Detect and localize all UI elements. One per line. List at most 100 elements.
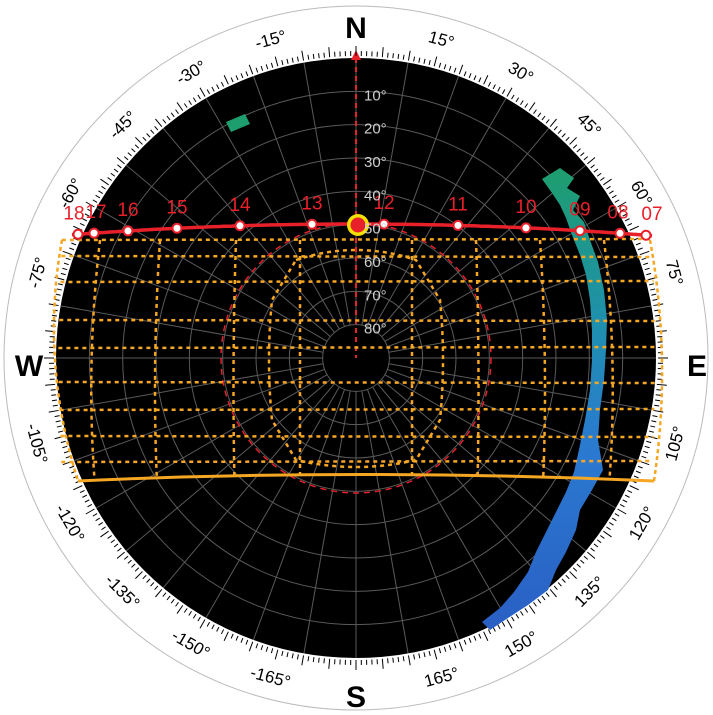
azimuth-tick (175, 602, 179, 607)
azimuth-tick (51, 320, 57, 322)
obstruction-hline (59, 407, 655, 412)
azimuth-line (381, 164, 587, 337)
azimuth-tick (51, 394, 57, 396)
azimuth-tick (511, 616, 515, 622)
azimuth-tick (230, 77, 234, 83)
azimuth-tick (392, 657, 394, 663)
shade-band-shape (482, 168, 607, 630)
azimuth-tick (622, 213, 628, 217)
azimuth-line (303, 390, 351, 654)
azimuth-line (162, 383, 335, 589)
azimuth-tick (643, 262, 649, 266)
azimuth-tick (629, 225, 639, 231)
azimuth-tick (60, 272, 66, 276)
azimuth-tick (116, 157, 125, 165)
azimuth-tick (146, 133, 151, 138)
azimuth-tick (211, 624, 215, 630)
hour-marker (72, 228, 84, 240)
azimuth-tick (301, 655, 305, 666)
azimuth-tick (624, 218, 630, 222)
azimuth-line (60, 363, 324, 411)
azimuth-tick (92, 199, 98, 203)
altitude-label: 40° (364, 187, 387, 204)
azimuth-tick (622, 499, 628, 503)
azimuth-tick (541, 595, 546, 601)
azimuth-tick (248, 64, 254, 75)
azimuth-tick (487, 81, 492, 87)
hour-marker (306, 218, 318, 230)
azimuth-tick (545, 119, 550, 124)
azimuth-tick (619, 503, 625, 508)
azimuth-tick (593, 168, 599, 173)
azimuth-tick (87, 503, 93, 508)
azimuth-tick (240, 637, 244, 643)
obstruction-right-edge (648, 239, 664, 482)
hour-label: 18 (63, 203, 84, 224)
hour-marker (614, 227, 626, 239)
azimuth-tick (328, 47, 331, 58)
azimuth-tick (580, 152, 585, 157)
azimuth-tick (557, 582, 562, 587)
azimuth-tick (117, 547, 122, 552)
hour-label: 08 (607, 202, 628, 223)
azimuth-tick (606, 185, 611, 190)
azimuth-tick (553, 125, 558, 131)
azimuth-tick (84, 499, 90, 503)
azimuth-tick (113, 543, 119, 548)
azimuth-tick (265, 64, 269, 70)
azimuth-tick (443, 646, 447, 652)
azimuth-tick (296, 56, 299, 62)
azimuth-tick (600, 177, 605, 181)
azimuth-tick (170, 112, 175, 118)
azimuth-tick (413, 56, 416, 62)
azimuth-line (377, 127, 550, 333)
azimuth-tick (644, 267, 650, 271)
azimuth-tick (418, 57, 421, 63)
azimuth-tick (286, 652, 289, 658)
azimuth-tick (492, 626, 496, 632)
azimuth-tick (483, 75, 489, 85)
obstruction-vline (474, 239, 480, 479)
obstruction-hline (59, 318, 655, 323)
azimuth-tick (641, 257, 647, 261)
azimuth-line (366, 389, 460, 641)
azimuth-tick (511, 94, 515, 100)
azimuth-tick (587, 157, 596, 165)
azimuth-tick (142, 574, 147, 580)
azimuth-tick (71, 242, 77, 246)
azimuth-tick (63, 450, 69, 454)
azimuth-tick (402, 656, 405, 662)
azimuth-tick (652, 298, 658, 301)
azimuth-tick (600, 535, 605, 539)
azimuth-tick (116, 551, 125, 559)
azimuth-tick (614, 199, 620, 203)
azimuth-tick (301, 50, 305, 61)
azimuth-tick (501, 621, 506, 627)
azimuth-tick (648, 430, 655, 433)
azimuth-line (372, 386, 507, 619)
azimuth-tick (206, 89, 211, 95)
azimuth-tick (188, 100, 192, 105)
azimuth-tick (407, 50, 411, 61)
obstruction-vline (538, 239, 547, 479)
azimuth-tick (51, 314, 58, 317)
azimuth-tick (220, 81, 225, 87)
azimuth-tick (79, 222, 85, 227)
azimuth-tick (176, 605, 184, 614)
azimuth-line (162, 127, 335, 333)
azimuth-line (205, 97, 340, 330)
azimuth-tick (641, 455, 647, 459)
azimuth-tick (587, 551, 596, 559)
azimuth-line (388, 363, 652, 411)
azimuth-tick (633, 475, 639, 479)
azimuth-tick (524, 608, 529, 613)
azimuth-tick (635, 470, 641, 474)
azimuth-tick (281, 59, 284, 66)
azimuth-tick (656, 383, 667, 386)
azimuth-tick (328, 658, 331, 669)
azimuth-tick (150, 582, 155, 587)
azimuth-tick (497, 624, 501, 630)
azimuth-tick (609, 190, 614, 194)
azimuth-tick (62, 250, 73, 256)
